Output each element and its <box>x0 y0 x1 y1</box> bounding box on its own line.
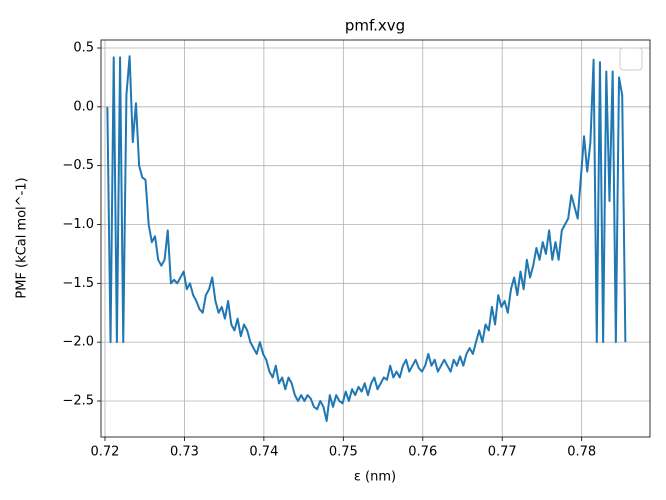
x-tick-label: 0.74 <box>249 445 278 460</box>
grid-layer: 0.72 0.73 0.74 0.75 0.76 0.77 0.78 0.5 0.0 −0.5 −1… <box>62 40 650 460</box>
y-axis-label: PMF (kCal mol^-1) <box>15 177 30 298</box>
x-tick-label: 0.78 <box>567 445 596 460</box>
legend-box <box>619 47 643 71</box>
x-tick-label: 0.77 <box>488 445 517 460</box>
x-axis-label: ε (nm) <box>354 470 396 485</box>
y-tick-label: 0.0 <box>73 99 94 114</box>
chart-title: pmf.xvg <box>345 17 405 35</box>
y-tick-label: −1.0 <box>62 217 94 232</box>
x-tick-label: 0.76 <box>408 445 437 460</box>
y-tick-label: −1.5 <box>62 276 94 291</box>
x-tick-label: 0.72 <box>90 445 119 460</box>
data-line <box>106 55 627 422</box>
y-tick-label: −0.5 <box>62 158 94 173</box>
legend-layer <box>619 47 643 71</box>
x-tick-label: 0.73 <box>170 445 199 460</box>
x-tick-label: 0.75 <box>329 445 358 460</box>
y-tick-label: −2.5 <box>62 393 94 408</box>
y-tick-label: 0.5 <box>73 41 94 56</box>
plot-layer <box>106 55 627 422</box>
plot-frame <box>100 39 651 438</box>
y-tick-label: −2.0 <box>62 335 94 350</box>
